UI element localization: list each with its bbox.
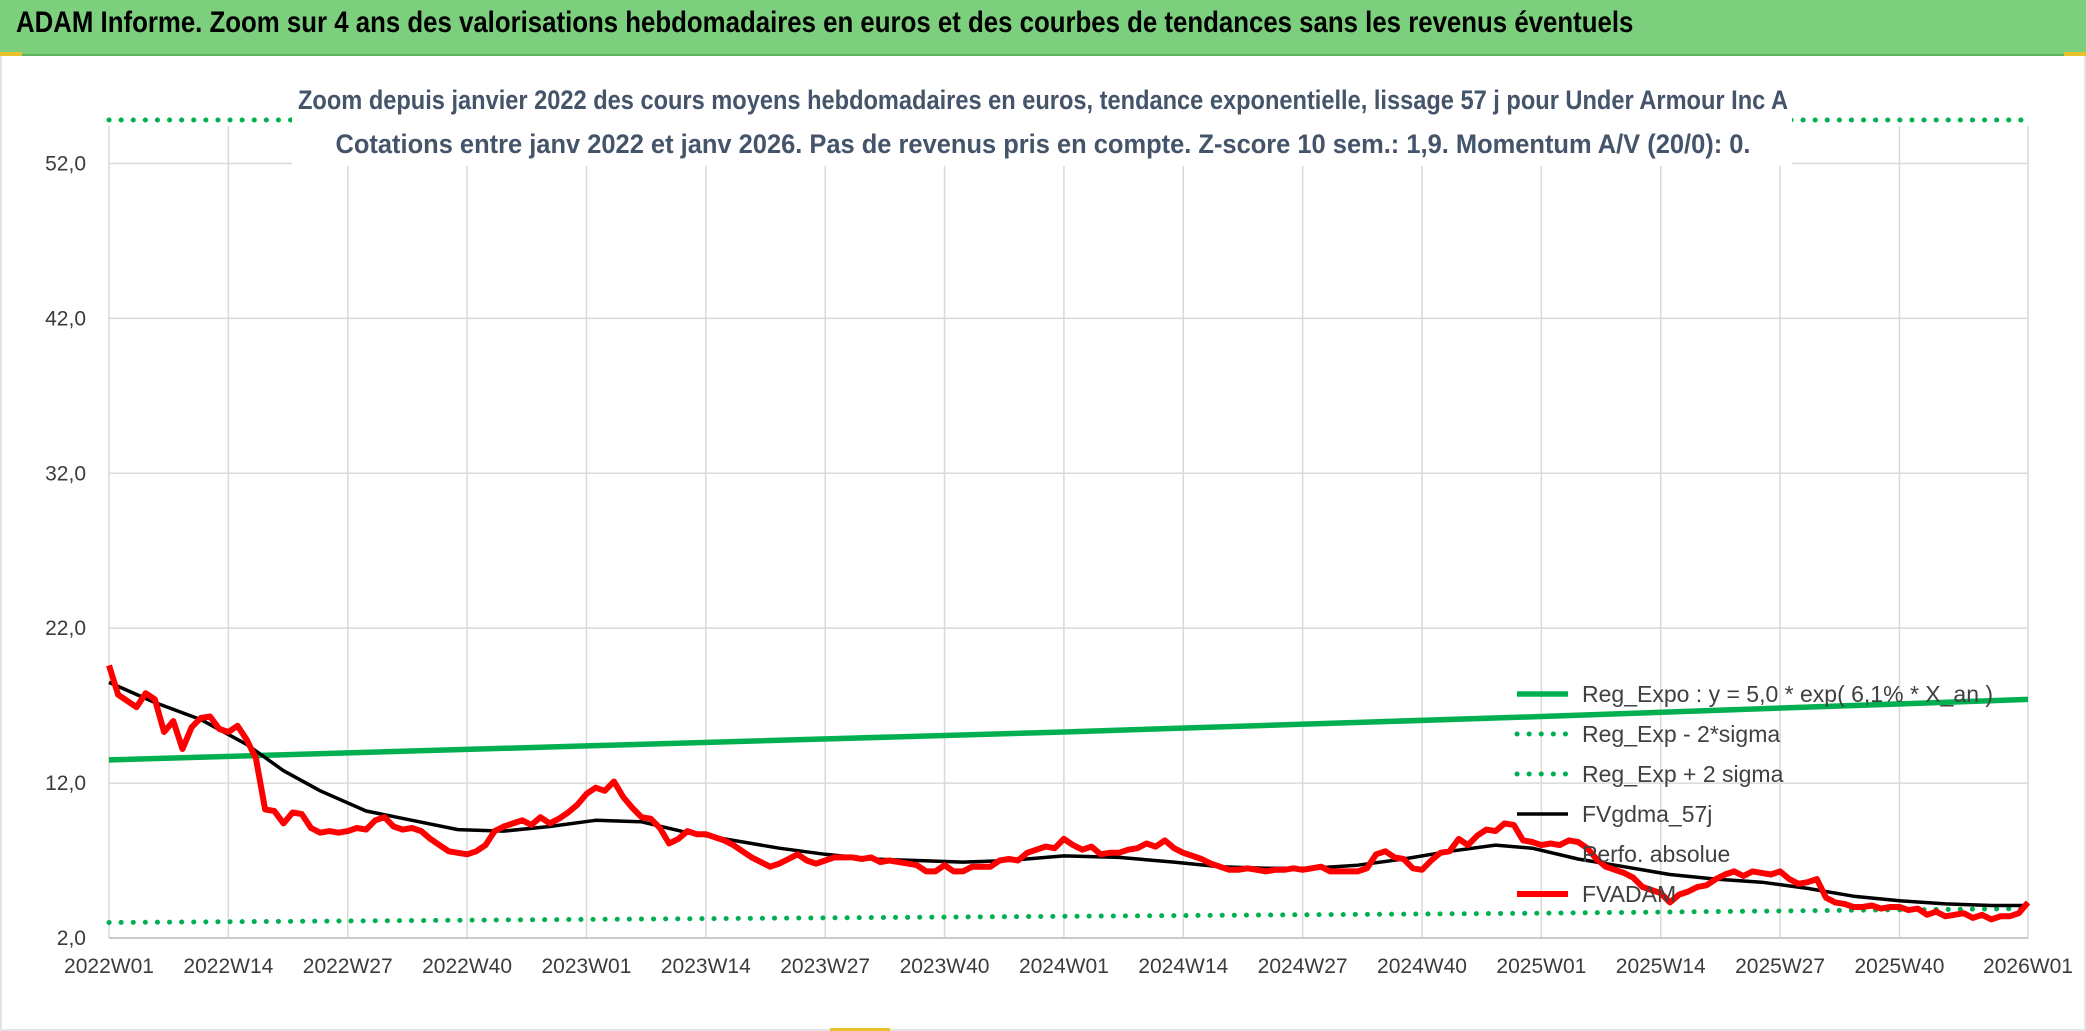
x-tick-label: 2022W01 [64, 955, 154, 978]
x-tick-label: 2025W40 [1855, 955, 1945, 978]
chart-series [106, 117, 2031, 925]
y-tick-label: 32,0 [45, 462, 86, 485]
y-tick-label: 2,0 [57, 927, 86, 950]
x-tick-label: 2024W27 [1258, 955, 1348, 978]
x-tick-label: 2022W27 [303, 955, 393, 978]
x-tick-label: 2023W14 [661, 955, 751, 978]
chart-axes: 2,0 12,0 22,0 32,0 42,0 52,0 2022W01 2022W14 202… [45, 152, 2073, 978]
x-tick-label: 2024W40 [1377, 955, 1467, 978]
x-tick-label: 2022W14 [183, 955, 273, 978]
y-tick-label: 22,0 [45, 617, 86, 640]
banner-corner-left [0, 52, 22, 56]
chart-title: Zoom depuis janvier 2022 des cours moyen… [298, 85, 1788, 115]
legend-label-perfo-absolue: Perfo. absolue [1582, 841, 1730, 867]
series-line-reg-expo [108, 696, 2029, 763]
banner-corner-right [2064, 52, 2086, 56]
y-tick-label: 12,0 [45, 772, 86, 795]
chart-legend: Reg_Expo : y = 5,0 * exp( 6,1% * X_an ) R… [1514, 681, 1993, 907]
x-tick-label: 2024W14 [1138, 955, 1228, 978]
frame-bottom-mark [830, 1028, 890, 1031]
x-tick-label: 2025W27 [1735, 955, 1825, 978]
y-tick-label: 52,0 [45, 152, 86, 175]
series-line-reg-exp-2-sigma [106, 906, 2031, 925]
x-tick-label: 2022W40 [422, 955, 512, 978]
x-tick-label: 2023W01 [542, 955, 632, 978]
y-tick-label: 42,0 [45, 307, 86, 330]
report-banner: ADAM Informe. Zoom sur 4 ans des valoris… [0, 0, 2086, 56]
report-title: ADAM Informe. Zoom sur 4 ans des valoris… [16, 6, 1634, 39]
legend-label-reg-exp-2-sigma: Reg_Exp + 2 sigma [1582, 761, 1784, 787]
subtitle-background [292, 76, 1792, 166]
x-tick-label: 2025W14 [1616, 955, 1706, 978]
x-tick-label: 2026W01 [1983, 955, 2073, 978]
chart-subtitle: Cotations entre janv 2022 et janv 2026. … [336, 129, 1751, 159]
legend-label-fvadam: FVADAM [1582, 881, 1676, 907]
legend-label-reg-exp-2-sigma: Reg_Exp - 2*sigma [1582, 721, 1780, 747]
x-tick-label: 2025W01 [1496, 955, 1586, 978]
x-tick-label: 2023W27 [780, 955, 870, 978]
legend-label-fvgdma-57j: FVgdma_57j [1582, 801, 1712, 827]
series-line-fvadam [106, 664, 2031, 923]
x-tick-label: 2023W40 [900, 955, 990, 978]
legend-label-reg-expo: Reg_Expo : y = 5,0 * exp( 6,1% * X_an ) [1582, 681, 1993, 707]
x-tick-label: 2024W01 [1019, 955, 1109, 978]
